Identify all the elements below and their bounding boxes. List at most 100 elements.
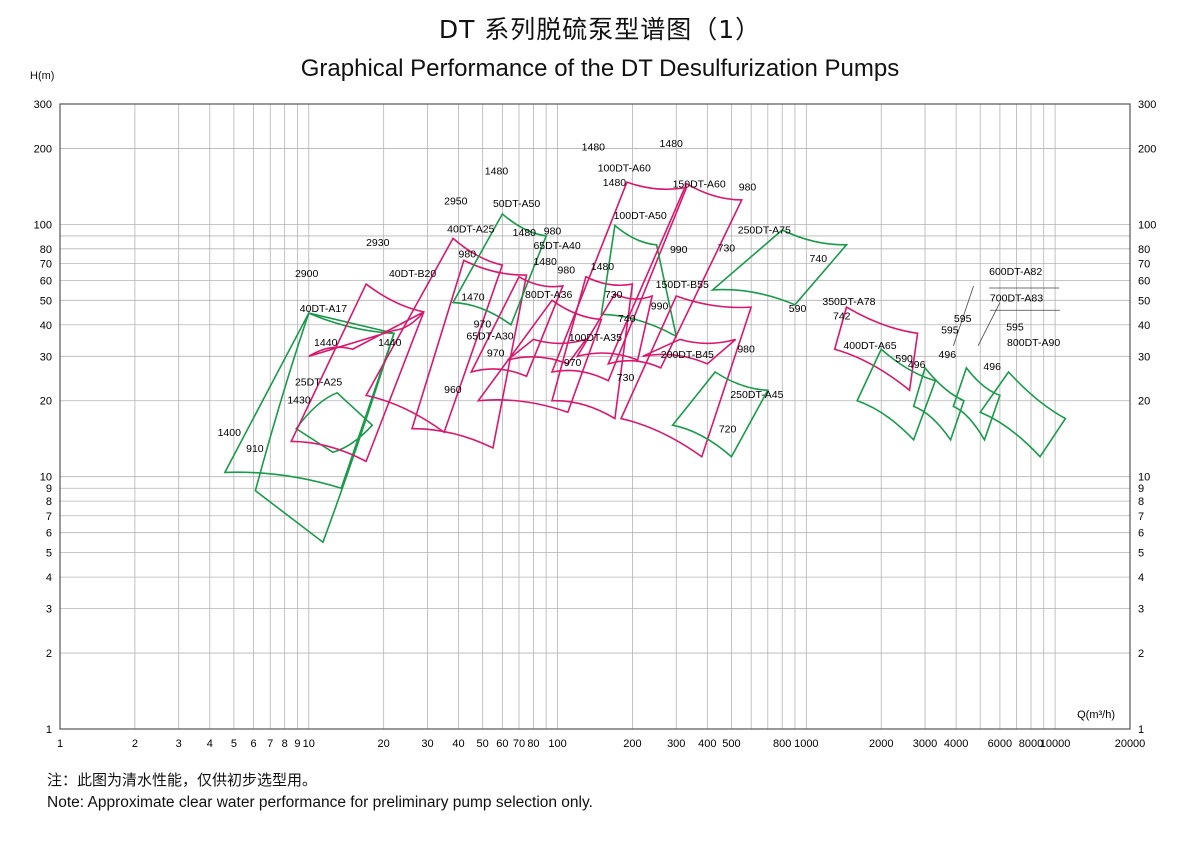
pump-label: 595 [1006, 321, 1024, 333]
y-tick-label-left: 5 [46, 548, 52, 560]
y-tick-label-right: 300 [1138, 99, 1156, 111]
pump-label: 40DT-B20 [389, 268, 436, 280]
y-tick-label-right: 4 [1138, 572, 1144, 584]
pump-label: 740 [618, 313, 636, 325]
x-tick-label: 9 [294, 738, 300, 750]
pump-regions [223, 181, 1067, 544]
pump-label: 1480 [591, 261, 615, 273]
pump-region [600, 223, 678, 338]
x-tick-label: 1000 [794, 738, 818, 750]
grid [59, 103, 1131, 730]
y-tick-label-left: 100 [34, 219, 52, 231]
pump-label: 100DT-A50 [614, 210, 667, 222]
pump-region [619, 295, 753, 458]
x-tick-label: 2000 [869, 738, 893, 750]
pump-label: 2930 [366, 237, 390, 249]
y-tick-label-left: 7 [46, 511, 52, 523]
y-tick-label-right: 9 [1138, 483, 1144, 495]
y-tick-label-right: 3 [1138, 604, 1144, 616]
pump-region [833, 305, 919, 392]
pump-label: 600DT-A82 [989, 266, 1042, 278]
pump-region [451, 212, 548, 327]
pump-label: 740 [810, 253, 828, 265]
y-tick-label-right: 70 [1138, 258, 1150, 270]
pump-label: 1440 [314, 337, 338, 349]
pump-label: 80DT-A36 [525, 289, 572, 301]
pump-region [308, 311, 425, 358]
pump-region [410, 259, 528, 450]
leader-line [977, 302, 1001, 347]
pump-label: 730 [605, 289, 623, 301]
y-tick-label-right: 50 [1138, 295, 1150, 307]
y-tick-label-left: 40 [40, 320, 52, 332]
pump-label: 65DT-A40 [533, 240, 580, 252]
pump-label: 730 [617, 372, 635, 384]
pump-label: 496 [983, 361, 1001, 373]
pump-label: 1480 [603, 177, 627, 189]
pump-labels: 40DT-A17 1440 25DT-A25 1430 1400 910 2900 2930 4… [218, 138, 1061, 455]
y-tick-label-left: 1 [46, 724, 52, 736]
pump-label: 1480 [485, 165, 509, 177]
x-tick-label: 20 [378, 738, 390, 750]
pump-label: 496 [908, 359, 926, 371]
pump-region [978, 370, 1067, 459]
x-tick-label: 100 [548, 738, 566, 750]
pump-region [507, 337, 588, 365]
x-tick-label: 6 [251, 738, 257, 750]
x-tick-label: 3 [176, 738, 182, 750]
y-tick-label-left: 60 [40, 275, 52, 287]
y-tick-label-left: 3 [46, 604, 52, 616]
pump-label: 980 [459, 248, 477, 260]
y-tick-label-right: 60 [1138, 275, 1150, 287]
pump-label: 100DT-A60 [598, 163, 651, 175]
x-tick-label: 500 [722, 738, 740, 750]
pump-label: 2950 [444, 195, 468, 207]
pump-label: 200DT-B45 [661, 349, 714, 361]
pump-label: 250DT-A45 [730, 389, 783, 401]
x-tick-label: 50 [477, 738, 489, 750]
plot-frame [59, 103, 1131, 730]
pump-region [223, 312, 396, 490]
pump-label: 40DT-A17 [300, 303, 347, 315]
pump-region [550, 275, 634, 420]
y-tick-label-left: 2 [46, 648, 52, 660]
y-tick-label-left: 20 [40, 396, 52, 408]
x-tick-label: 300 [667, 738, 685, 750]
pump-label: 350DT-A78 [822, 296, 875, 308]
pump-region [476, 299, 603, 414]
pump-label: 1430 [287, 395, 311, 407]
y-tick-label-right: 200 [1138, 143, 1156, 155]
pump-region [575, 292, 654, 362]
pump-label: 990 [670, 244, 688, 256]
x-tick-label: 40 [452, 738, 464, 750]
y-tick-label-right: 5 [1138, 548, 1144, 560]
pump-label: 980 [544, 226, 562, 238]
pump-label: 800DT-A90 [1007, 337, 1060, 349]
pump-label: 100DT-A35 [569, 332, 622, 344]
x-tick-label: 8 [282, 738, 288, 750]
x-tick-label: 200 [623, 738, 641, 750]
x-tick-label: 800 [773, 738, 791, 750]
pump-label: 1470 [461, 291, 485, 303]
axis-ticks: 1 2 3 4 5 6 7 8 9 10 20 30 40 50 60 70 80 100 200 300 400 500… [34, 99, 1157, 750]
pump-label: 25DT-A25 [295, 376, 342, 388]
y-tick-label-left: 200 [34, 143, 52, 155]
pump-label: 970 [474, 319, 492, 331]
x-axis-label: Q(m³/h) [1077, 709, 1115, 721]
x-tick-label: 30 [421, 738, 433, 750]
y-tick-label-left: 9 [46, 483, 52, 495]
y-tick-label-right: 100 [1138, 219, 1156, 231]
pump-region [642, 338, 737, 365]
y-tick-label-right: 30 [1138, 351, 1150, 363]
x-tick-label: 20000 [1115, 738, 1146, 750]
x-tick-label: 5 [231, 738, 237, 750]
y-tick-label-left: 30 [40, 351, 52, 363]
y-tick-label-left: 10 [40, 472, 52, 484]
y-tick-label-left: 8 [46, 496, 52, 508]
pump-region [856, 347, 937, 442]
note-en: Note: Approximate clear water performanc… [47, 794, 593, 811]
pump-label: 595 [954, 313, 972, 325]
pump-label: 595 [941, 324, 959, 336]
pump-label: 970 [564, 357, 582, 369]
